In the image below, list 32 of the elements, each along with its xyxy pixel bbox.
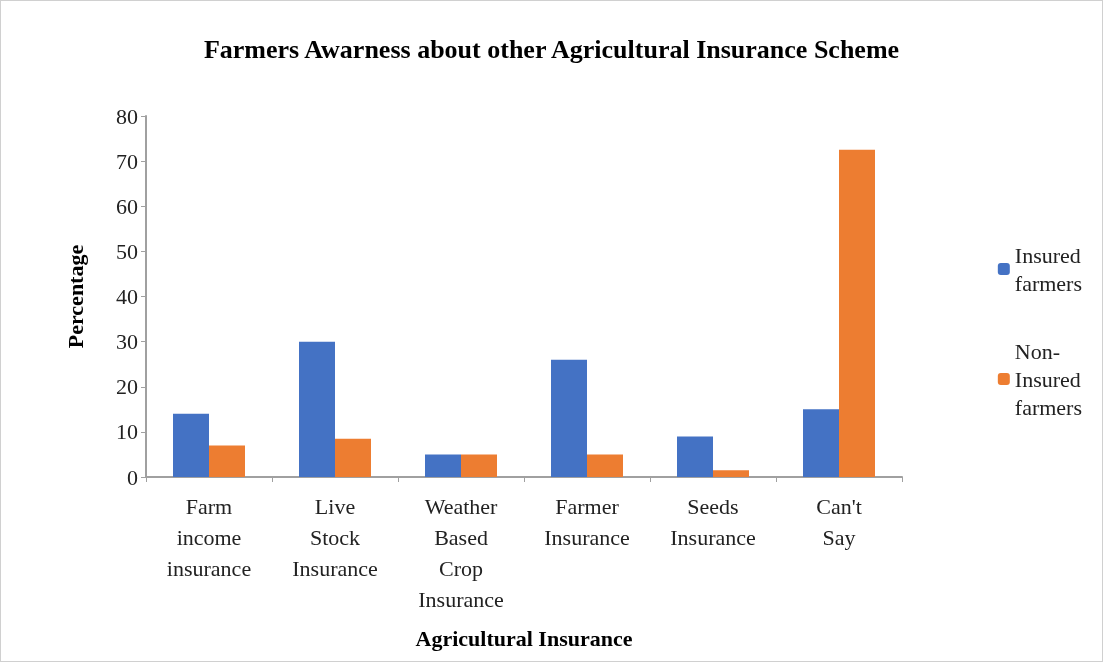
bar — [839, 149, 875, 477]
chart-title: Farmers Awarness about other Agricultural Insurance Scheme — [203, 34, 900, 64]
y-tick-label: 80 — [116, 103, 138, 129]
x-axis-title: Agricultural Insurance — [415, 625, 633, 651]
y-tick-label: 60 — [116, 193, 138, 219]
x-tick-label: Live Stock Insurance — [292, 494, 378, 581]
y-tick-label: 70 — [116, 148, 138, 174]
bar — [173, 413, 209, 477]
bar — [209, 445, 245, 477]
y-tick-label: 20 — [116, 374, 138, 400]
x-tick-label: Farmer Insurance — [544, 494, 630, 550]
bar — [425, 454, 461, 477]
x-tick-label: Can't Say — [816, 494, 862, 550]
x-tick-label: Farm income insurance — [166, 494, 252, 581]
x-tick-label: Weather Based Crop Insurance — [418, 494, 504, 612]
y-axis-title: Percentage — [62, 244, 88, 349]
bar — [461, 454, 497, 477]
x-tick-label: Seeds Insurance — [670, 494, 756, 550]
bar — [551, 359, 587, 477]
bar — [803, 409, 839, 477]
bar — [299, 341, 335, 477]
bar — [587, 454, 623, 477]
legend-label: Non-Insured farmers — [1014, 338, 1083, 420]
y-tick-label: 30 — [116, 329, 138, 355]
bar — [677, 436, 713, 477]
bar — [335, 438, 371, 477]
y-tick-label: 10 — [116, 419, 138, 445]
y-tick-label: 50 — [116, 238, 138, 264]
legend-label: Insured farmers — [1014, 242, 1083, 296]
y-tick-label: 40 — [116, 284, 138, 309]
bar — [713, 470, 749, 477]
y-tick-label: 0 — [127, 464, 138, 490]
